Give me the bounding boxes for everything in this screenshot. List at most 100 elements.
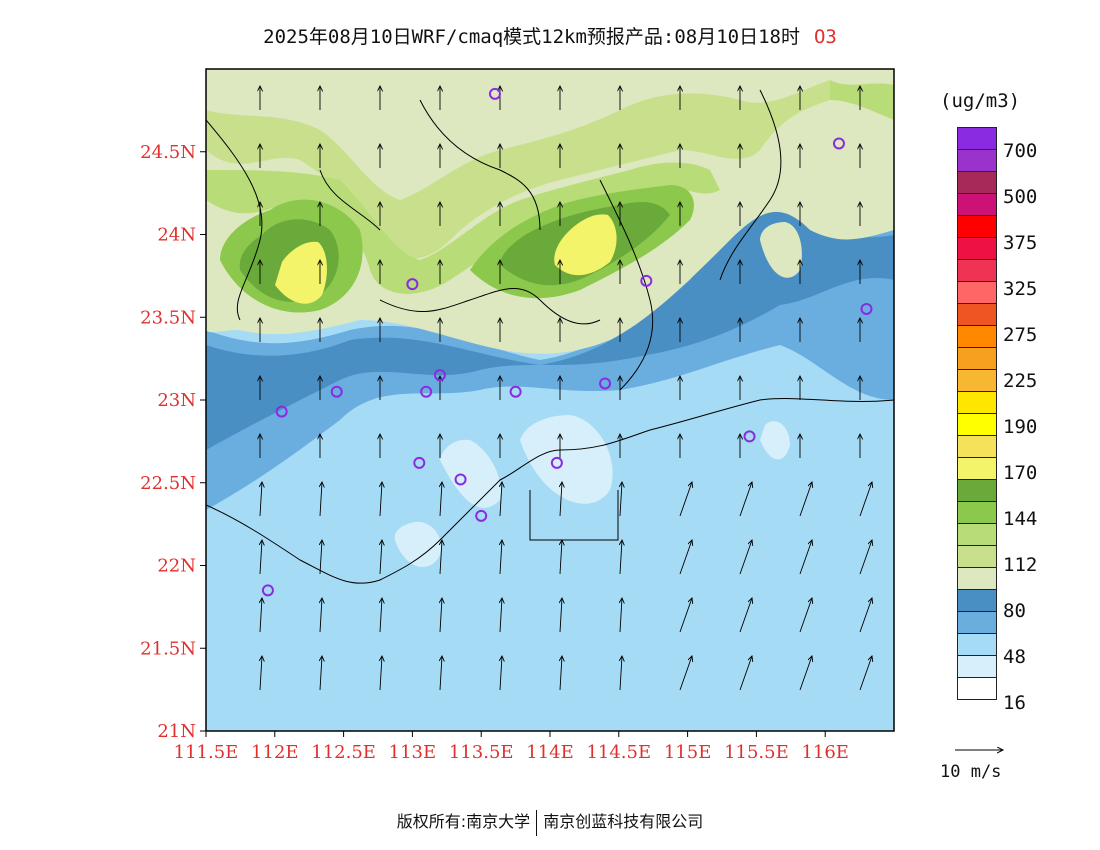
lon-tick-label: 113E	[389, 742, 437, 763]
legend-label: 80	[1003, 600, 1026, 622]
station-marker	[599, 377, 612, 390]
wind-arrow	[440, 656, 442, 691]
wind-arrow	[380, 656, 382, 691]
wind-arrow	[739, 482, 752, 517]
legend-swatch	[957, 193, 997, 216]
footer-left: 版权所有:南京大学	[396, 812, 531, 831]
wind-arrow	[260, 540, 262, 575]
legend-swatch	[957, 523, 997, 546]
legend-swatch	[957, 677, 997, 700]
lat-tick-label: 23N	[157, 390, 196, 411]
lon-tick-label: 115E	[664, 742, 712, 763]
legend-swatch	[957, 391, 997, 414]
boundary-lines	[206, 89, 894, 584]
wind-arrow	[799, 656, 812, 691]
wind-arrow	[320, 482, 322, 517]
wind-arrow	[799, 482, 812, 517]
wind-arrow	[679, 656, 692, 691]
color-legend	[957, 127, 997, 700]
lat-tick-label: 22.5N	[140, 473, 196, 494]
station-marker	[509, 385, 522, 398]
lon-tick-label: 115.5E	[724, 742, 789, 763]
legend-swatch	[957, 237, 997, 260]
wind-arrow	[620, 540, 622, 575]
wind-arrow	[500, 656, 502, 691]
legend-label: 500	[1003, 186, 1038, 208]
legend-label: 16	[1003, 692, 1026, 714]
wind-arrow	[320, 540, 322, 575]
legend-swatch	[957, 303, 997, 326]
lon-tick-label: 114.5E	[586, 742, 651, 763]
wind-arrow	[560, 598, 562, 633]
wind-arrow	[799, 540, 812, 575]
lon-tick-label: 114E	[526, 742, 574, 763]
wind-arrow	[320, 656, 322, 691]
wind-arrow	[739, 598, 752, 633]
station-marker	[433, 369, 446, 382]
station-marker	[743, 430, 756, 443]
wind-arrow	[440, 598, 442, 633]
legend-label: 112	[1003, 554, 1038, 576]
legend-label: 275	[1003, 324, 1038, 346]
wind-arrow	[260, 482, 262, 517]
legend-swatch	[957, 347, 997, 370]
legend-label: 170	[1003, 462, 1038, 484]
legend-swatch	[957, 567, 997, 590]
legend-label: 190	[1003, 416, 1038, 438]
lat-tick-label: 21N	[157, 721, 196, 742]
legend-swatch	[957, 325, 997, 348]
station-marker	[860, 302, 873, 315]
lon-tick-label: 112.5E	[311, 742, 376, 763]
wind-arrow	[679, 482, 692, 517]
wind-arrow	[380, 598, 382, 633]
station-marker	[261, 584, 274, 597]
wind-arrow	[679, 540, 692, 575]
footer-right: 南京创蓝科技有限公司	[543, 812, 704, 831]
variable-label: O3	[813, 26, 837, 48]
lon-tick-label: 116E	[801, 742, 849, 763]
wind-arrow	[859, 482, 872, 517]
lat-tick-label: 22N	[157, 556, 196, 577]
wind-arrow	[739, 540, 752, 575]
legend-label: 325	[1003, 278, 1038, 300]
footer-separator	[536, 809, 538, 836]
legend-swatch	[957, 215, 997, 238]
legend-swatch	[957, 479, 997, 502]
wind-arrow	[859, 598, 872, 633]
wind-arrow	[859, 656, 872, 691]
legend-swatch	[957, 171, 997, 194]
station-marker	[275, 405, 288, 418]
copyright-footer: 版权所有:南京大学 南京创蓝科技有限公司	[0, 808, 1100, 836]
lat-tick-label: 24N	[157, 225, 196, 246]
legend-swatch	[957, 611, 997, 634]
station-marker	[413, 456, 426, 469]
legend-swatch	[957, 633, 997, 656]
legend-swatch	[957, 655, 997, 678]
wind-arrow	[500, 482, 502, 517]
wind-arrow	[380, 540, 382, 575]
station-marker	[475, 509, 488, 522]
title-text: 2025年08月10日WRF/cmaq模式12km预报产品:08月10日18时	[263, 26, 800, 48]
legend-label: 144	[1003, 508, 1038, 530]
lon-tick-label: 111.5E	[174, 742, 239, 763]
legend-swatch	[957, 545, 997, 568]
station-markers	[261, 87, 873, 597]
legend-unit: (ug/m3)	[940, 90, 1021, 112]
wind-arrow	[799, 598, 812, 633]
longitude-tick-labels: 111.5E 112E 112.5E 113E 113.5E 114E 114.5E 115E…	[174, 731, 849, 763]
legend-label: 375	[1003, 232, 1038, 254]
legend-swatch	[957, 435, 997, 458]
station-marker	[832, 137, 845, 150]
concentration-field	[206, 69, 894, 731]
legend-swatch	[957, 369, 997, 392]
station-marker	[330, 385, 343, 398]
latitude-tick-labels: 24.5N 24N 23.5N 23N 22.5N 22N 21.5N 21N	[140, 142, 206, 742]
legend-swatch	[957, 413, 997, 436]
legend-swatch	[957, 589, 997, 612]
wind-arrow	[500, 540, 502, 575]
legend-swatch	[957, 281, 997, 304]
station-marker	[550, 456, 563, 469]
wind-arrow	[440, 540, 442, 575]
legend-label: 225	[1003, 370, 1038, 392]
